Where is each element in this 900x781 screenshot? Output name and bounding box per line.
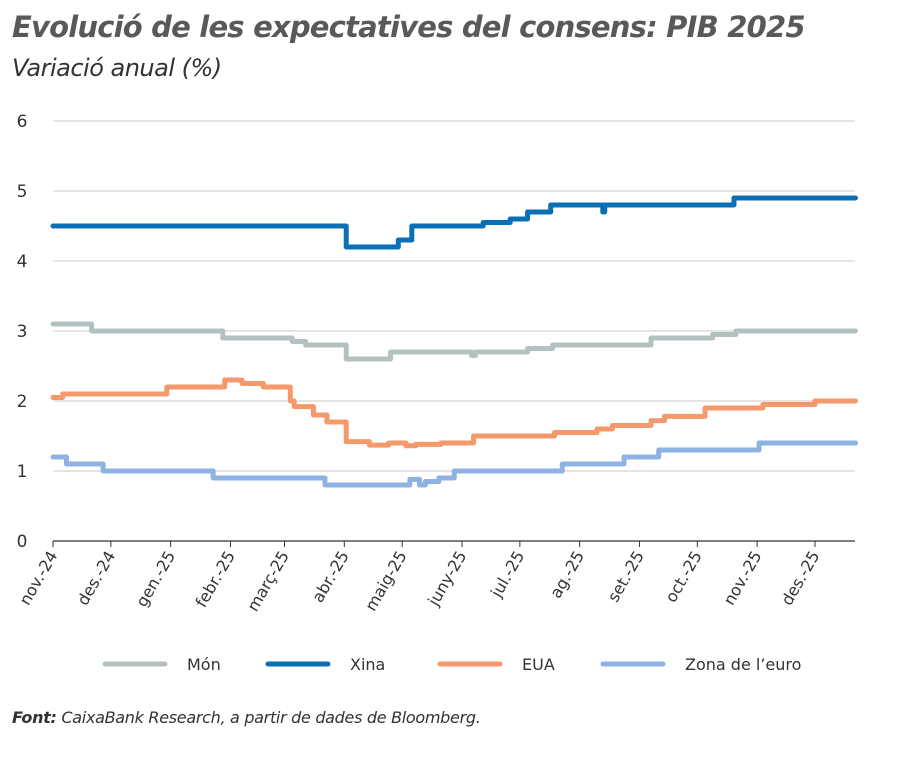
legend-label: Món	[187, 655, 221, 674]
x-tick-label: des.-24	[73, 548, 119, 609]
series-line-1	[50, 195, 859, 250]
y-tick-label: 6	[17, 112, 28, 132]
x-tick-label: ag.-25	[546, 548, 588, 602]
series-line-0	[50, 321, 859, 362]
legend-label: Xina	[350, 655, 385, 674]
x-tick-label: abr.-25	[308, 548, 353, 606]
legend-item: Món	[102, 655, 221, 674]
legend-label: Zona de l’euro	[685, 655, 801, 674]
x-tick-label: nov.-25	[719, 548, 765, 609]
legend-item: EUA	[437, 655, 555, 674]
x-tick-label: jul.-25	[486, 548, 528, 602]
x-tick-label: febr.-25	[192, 548, 239, 611]
y-tick-label: 5	[17, 182, 28, 202]
source-note: Font: CaixaBank Research, a partir de da…	[12, 708, 481, 727]
source-label: Font:	[12, 708, 57, 727]
legend-label: EUA	[522, 655, 555, 674]
line-chart: 0 1 2 3 4 5 6 nov.-24 des.-24 gen.-25 febr.-25 març…	[15, 112, 859, 674]
series-line-3	[50, 440, 859, 488]
legend-item: Zona de l’euro	[600, 655, 801, 674]
y-tick-label: 3	[17, 322, 28, 342]
x-tick-label: maig-25	[361, 548, 411, 615]
x-tick-label: març-25	[243, 548, 293, 615]
y-tick-label: 0	[17, 532, 28, 552]
series-line-2	[50, 377, 859, 449]
x-tick-label: juny-25	[423, 548, 470, 610]
x-tick-label: gen.-25	[132, 548, 179, 611]
y-tick-label: 2	[17, 392, 28, 412]
source-text: CaixaBank Research, a partir de dades de…	[61, 708, 481, 727]
chart-title: Evolució de les expectatives del consens…	[12, 10, 806, 44]
x-tick-label: oct.-25	[661, 548, 705, 606]
y-tick-label: 4	[17, 252, 28, 272]
x-tick-label: set.-25	[604, 548, 648, 606]
chart-subtitle: Variació anual (%)	[12, 54, 222, 82]
x-tick-label: nov.-24	[15, 548, 61, 609]
x-tick-label: des.-25	[777, 548, 823, 609]
legend-item: Xina	[265, 655, 385, 674]
y-tick-label: 1	[17, 462, 28, 482]
